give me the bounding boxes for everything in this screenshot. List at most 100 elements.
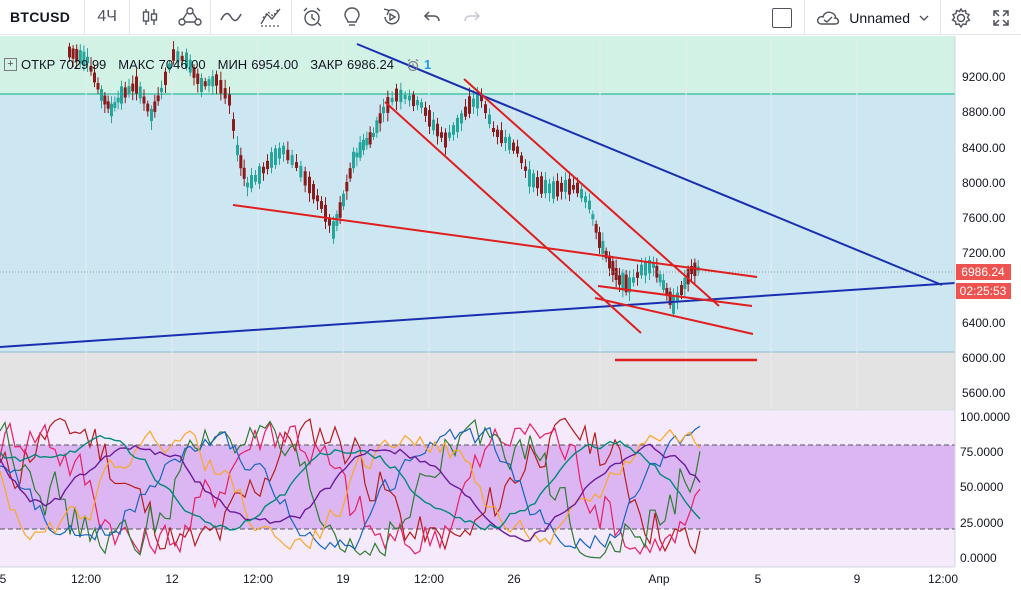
blue-trendline-lower[interactable] <box>0 282 956 348</box>
blue-trendline-upper[interactable] <box>356 43 943 286</box>
interval-button[interactable]: 4Ч <box>97 8 117 25</box>
candle-body <box>312 184 315 200</box>
candle-body <box>239 155 243 169</box>
expand-icon[interactable] <box>981 0 1021 35</box>
time-axis-labels: 5 12:00 12 12:00 19 12:00 26 Апр 5 9 12:00 <box>0 572 958 586</box>
indicators-icon[interactable] <box>170 0 210 35</box>
red-channel-upper[interactable] <box>463 78 720 307</box>
candle-body <box>82 51 86 66</box>
candle-body <box>448 132 451 138</box>
replay-icon[interactable] <box>372 0 412 35</box>
candle-body <box>200 77 203 93</box>
fullscreen-square-icon[interactable] <box>760 0 804 35</box>
time-label: 12:00 <box>71 572 101 586</box>
candles-icon[interactable] <box>130 0 170 35</box>
candle-body <box>362 139 365 151</box>
candle-body <box>299 165 303 178</box>
symbol-search[interactable]: BTCUSD <box>10 8 71 25</box>
templates-icon[interactable] <box>251 0 291 35</box>
candle-body <box>621 272 625 291</box>
cloud-icon <box>817 11 840 25</box>
candle-body <box>560 182 563 192</box>
candle-body <box>266 160 269 170</box>
candle-body <box>113 102 117 108</box>
candle-body <box>594 224 598 233</box>
chevron-down-icon <box>919 15 929 21</box>
toolbar-right: Unnamed <box>760 0 1021 35</box>
last-price-value: 6986.24 <box>961 265 1005 279</box>
candle-body <box>180 55 184 61</box>
candle-body <box>683 277 687 289</box>
candle-body <box>258 166 261 184</box>
candle-body <box>672 296 675 314</box>
idea-icon[interactable] <box>332 0 372 35</box>
candle-body <box>628 277 631 293</box>
time-axis[interactable] <box>0 567 1021 590</box>
candle-body <box>588 200 591 210</box>
toolbar-divider <box>940 0 941 35</box>
red-line-long[interactable] <box>232 204 758 278</box>
candle-body <box>93 72 96 83</box>
candle-body <box>365 137 369 146</box>
settings-gear-icon[interactable] <box>941 0 981 35</box>
candle-body <box>432 119 435 131</box>
candle-body <box>282 145 285 155</box>
alarm-clock-icon[interactable] <box>406 58 420 72</box>
candle-body <box>468 96 471 114</box>
candle-body <box>68 46 71 58</box>
candle-body <box>395 88 398 102</box>
layout-selector[interactable]: Unnamed <box>805 0 940 35</box>
red-trendlines[interactable] <box>232 78 758 362</box>
undo-icon[interactable] <box>412 0 452 35</box>
candle-body <box>444 132 447 148</box>
legend-toggle[interactable]: + <box>4 58 17 71</box>
candle-body <box>164 71 167 85</box>
candle-body <box>368 132 372 145</box>
compare-icon[interactable] <box>211 0 251 35</box>
candle-body <box>254 174 257 182</box>
time-label: 12:00 <box>243 572 273 586</box>
redo-icon[interactable] <box>452 0 492 35</box>
osc-label: 0.0000 <box>960 551 997 565</box>
candle-body <box>219 80 223 94</box>
toolbar-divider <box>804 0 806 35</box>
zone-blue <box>0 94 955 352</box>
candle-body <box>78 50 82 64</box>
candle-body <box>504 137 507 143</box>
candle-body <box>106 101 110 109</box>
osc-axis-labels: 100.0000 75.0000 50.0000 25.0000 0.0000 <box>960 410 1010 565</box>
high-value: 7046.00 <box>158 57 206 72</box>
candle-body <box>676 292 679 303</box>
red-channel-lower[interactable] <box>384 101 642 334</box>
candle-body <box>324 204 327 222</box>
candle-body <box>690 266 693 274</box>
price-axis[interactable] <box>955 36 1021 570</box>
candle-body <box>536 177 539 189</box>
candle-body <box>332 221 335 239</box>
candle-body <box>532 173 535 188</box>
candle-body <box>403 94 407 100</box>
candle-body <box>508 136 511 150</box>
candle-body <box>228 94 231 106</box>
candle-body <box>636 272 639 278</box>
candle-body <box>488 114 491 124</box>
candle-body <box>188 59 192 73</box>
candle-body <box>540 176 543 194</box>
toolbar-divider <box>291 0 293 35</box>
square-icon <box>772 7 793 28</box>
oscillator-line <box>0 443 701 542</box>
candle-body <box>572 185 575 190</box>
red-wedge-lower[interactable] <box>594 297 754 335</box>
candle-body <box>390 97 394 103</box>
red-wedge-upper[interactable] <box>597 285 753 307</box>
candle-body <box>382 106 385 114</box>
candle-body <box>544 179 547 194</box>
candle-body <box>168 63 171 70</box>
oscillator-line <box>0 418 701 559</box>
open-value: 7029.99 <box>59 57 107 72</box>
alert-icon[interactable] <box>292 0 332 35</box>
oscillator-line <box>0 425 701 551</box>
oscillator-line <box>0 417 701 555</box>
candle-body <box>644 261 647 276</box>
